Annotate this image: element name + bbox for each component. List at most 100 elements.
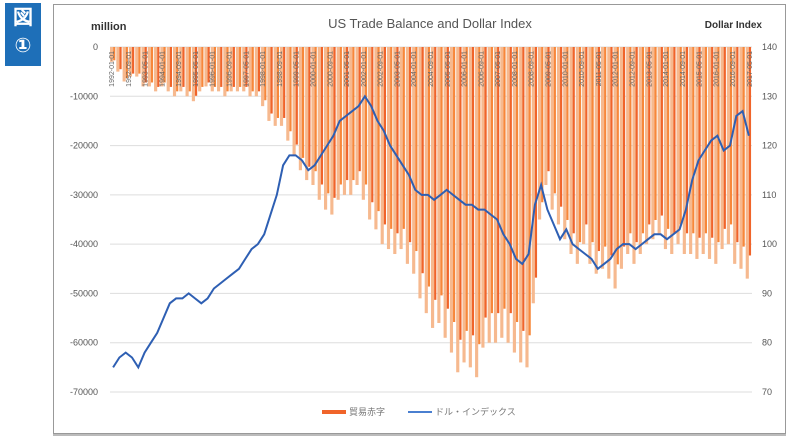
- trade-deficit-bar: [585, 47, 588, 225]
- trade-deficit-bar: [717, 47, 720, 243]
- x-tick-label: 2015-05-01: [697, 51, 704, 87]
- x-tick-label: 2004-01-01: [411, 51, 418, 87]
- trade-deficit-bar: [566, 47, 569, 220]
- trade-deficit-bar: [201, 47, 204, 87]
- trade-deficit-bar: [522, 47, 525, 331]
- trade-deficit-bar: [264, 47, 267, 101]
- trade-deficit-bar: [346, 47, 349, 181]
- trade-deficit-bar-light: [179, 47, 183, 92]
- trade-deficit-bar: [534, 47, 538, 278]
- trade-deficit-bar-light: [682, 47, 686, 254]
- x-tick-label: 2003-05-01: [394, 51, 401, 87]
- x-tick-label: 2011-05-01: [596, 51, 603, 86]
- trade-deficit-bar-light: [128, 47, 133, 77]
- left-tick-label: -30000: [70, 190, 98, 200]
- trade-deficit-bar-light: [248, 47, 252, 97]
- trade-deficit-bar-light: [600, 47, 605, 269]
- trade-deficit-bar: [119, 47, 122, 70]
- trade-deficit-bar-light: [733, 47, 737, 264]
- trade-deficit-bar: [320, 47, 324, 185]
- trade-deficit-bar-light: [714, 47, 718, 264]
- trade-deficit-bar-light: [500, 47, 504, 338]
- trade-deficit-bar: [692, 47, 695, 234]
- x-tick-label: 2013-05-01: [646, 51, 653, 87]
- trade-deficit-bar: [635, 47, 638, 243]
- x-tick-label: 2012-01-01: [613, 51, 620, 87]
- trade-deficit-bar-light: [110, 47, 114, 62]
- trade-deficit-bar-light: [235, 47, 240, 92]
- x-tick-label: 2002-01-01: [361, 51, 368, 87]
- trade-deficit-bar-light: [556, 47, 561, 225]
- trade-deficit-bar: [484, 47, 487, 318]
- trade-deficit-bar-light: [487, 47, 491, 343]
- x-tick-label: 1997-05-01: [243, 51, 250, 87]
- trade-deficit-bar: [465, 47, 468, 331]
- trade-deficit-bar-light: [191, 47, 195, 102]
- trade-deficit-bar: [339, 47, 342, 185]
- trade-deficit-bar-light: [619, 47, 623, 269]
- legend-swatch-trade-deficit: [322, 410, 346, 414]
- trade-deficit-bar: [194, 47, 198, 96]
- trade-deficit-bar-light: [538, 47, 542, 220]
- trade-deficit-bar: [453, 47, 456, 323]
- trade-deficit-bar-light: [393, 47, 397, 254]
- left-tick-label: -20000: [70, 141, 98, 151]
- trade-deficit-bar-light: [531, 47, 535, 304]
- trade-deficit-bar: [144, 47, 147, 83]
- x-tick-label: 2000-01-01: [310, 51, 317, 87]
- trade-deficit-bar: [245, 47, 248, 87]
- trade-deficit-bar: [408, 47, 412, 243]
- trade-deficit-bar-light: [575, 47, 579, 264]
- trade-deficit-bar-light: [154, 47, 158, 92]
- trade-deficit-bar-light: [493, 47, 498, 343]
- trade-deficit-bar-light: [569, 47, 573, 254]
- trade-deficit-bar-light: [116, 47, 120, 72]
- trade-deficit-bar: [327, 47, 330, 194]
- trade-deficit-bar: [547, 47, 550, 172]
- trade-deficit-bar-light: [317, 47, 321, 200]
- left-tick-label: 0: [93, 42, 98, 52]
- left-tick-label: -50000: [70, 288, 98, 298]
- trade-deficit-bar-light: [663, 47, 668, 250]
- trade-deficit-bar-light: [475, 47, 479, 378]
- trade-deficit-bar-light: [431, 47, 435, 328]
- x-tick-label: 1995-05-01: [193, 51, 200, 87]
- trade-deficit-bar-light: [695, 47, 699, 259]
- trade-deficit-bar: [711, 47, 714, 238]
- trade-deficit-bar: [679, 47, 682, 225]
- trade-deficit-bar-light: [223, 47, 227, 97]
- trade-deficit-bar: [478, 47, 481, 345]
- x-tick-label: 2006-09-01: [478, 51, 485, 87]
- trade-deficit-bar-light: [563, 47, 567, 240]
- trade-deficit-bar: [157, 47, 160, 87]
- x-tick-label: 2005-05-01: [445, 51, 452, 87]
- trade-deficit-bar: [591, 47, 594, 243]
- trade-deficit-bar-light: [198, 47, 202, 92]
- trade-deficit-bar-light: [707, 47, 712, 259]
- trade-deficit-bar: [528, 47, 531, 336]
- trade-deficit-bar-light: [481, 47, 485, 348]
- trade-deficit-bar-light: [519, 47, 523, 363]
- right-tick-label: 140: [762, 42, 777, 52]
- trade-deficit-bar: [446, 47, 449, 309]
- right-tick-label: 70: [762, 387, 772, 397]
- trade-deficit-bar: [622, 47, 626, 247]
- trade-deficit-bar-light: [588, 47, 592, 264]
- trade-deficit-bar: [427, 47, 431, 287]
- trade-deficit-bar-light: [613, 47, 617, 289]
- x-tick-label: 1996-01-01: [210, 51, 217, 87]
- trade-deficit-bar: [226, 47, 229, 92]
- trade-deficit-bar: [333, 47, 336, 198]
- trade-deficit-bar: [239, 47, 242, 87]
- trade-deficit-bar: [396, 47, 399, 234]
- trade-deficit-bar-light: [279, 47, 284, 126]
- trade-deficit-bar-light: [210, 47, 214, 92]
- trade-deficit-bar-light: [689, 47, 693, 254]
- x-tick-label: 2001-05-01: [344, 51, 351, 87]
- x-tick-label: 2006-01-01: [462, 51, 469, 87]
- trade-deficit-bar: [434, 47, 437, 300]
- trade-deficit-bar-light: [368, 47, 372, 220]
- x-tick-label: 1999-05-01: [294, 51, 301, 87]
- trade-deficit-bar-light: [355, 47, 359, 185]
- x-tick-label: 2007-05-01: [495, 51, 502, 87]
